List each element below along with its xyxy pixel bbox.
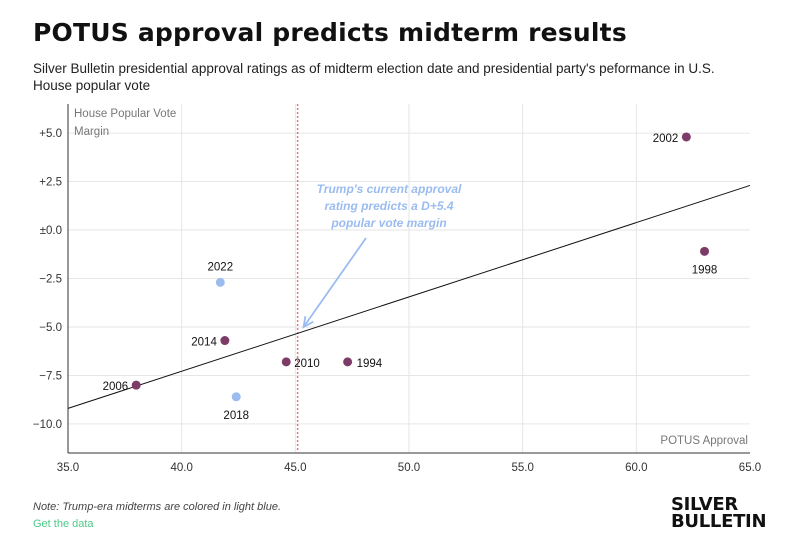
- data-point-2014: [220, 336, 230, 346]
- brand-line-2: BULLETIN: [671, 511, 767, 532]
- data-label-1994: 1994: [357, 358, 383, 370]
- brand-logo: SILVER BULLETIN: [671, 494, 767, 532]
- grid-layer: [68, 104, 750, 453]
- x-tick-label: 40.0: [170, 462, 192, 474]
- trend-line: [67, 184, 751, 409]
- y-tick-label: +2.5: [39, 177, 62, 189]
- y-tick-label: ±0.0: [40, 225, 62, 237]
- data-label-2010: 2010: [294, 358, 320, 370]
- y-tick-label: −7.5: [39, 370, 62, 382]
- data-point-2018: [231, 392, 241, 402]
- data-point-2006: [131, 380, 141, 390]
- y-axis-label-line1: House Popular Vote: [74, 108, 176, 120]
- x-tick-label: 45.0: [284, 462, 306, 474]
- labels-layer: 1994 1998 2002 2006 2010 2014 2018 2022 Trump's …: [103, 133, 718, 422]
- data-point-2002: [681, 132, 691, 142]
- data-label-2006: 2006: [103, 381, 129, 393]
- data-point-1994: [343, 357, 353, 367]
- data-label-2014: 2014: [191, 337, 217, 349]
- annotation-line-3: popular vote margin: [330, 216, 446, 230]
- x-tick-label: 35.0: [57, 462, 79, 474]
- chart-title: POTUS approval predicts midterm results: [33, 18, 627, 47]
- y-tick-label: −2.5: [39, 274, 62, 286]
- x-tick-label: 50.0: [398, 462, 420, 474]
- y-tick-label: +5.0: [39, 128, 62, 140]
- axis-layer: 35.0 40.0 45.0 50.0 55.0 60.0 65.0 +5.0 +2.5 ±0.0…: [33, 104, 761, 474]
- trend-layer: [67, 104, 751, 453]
- chart-subtitle: Silver Bulletin presidential approval ra…: [33, 61, 715, 93]
- annotation-line-1: Trump's current approval: [317, 182, 462, 196]
- y-axis-label-line2: Margin: [74, 126, 109, 138]
- data-label-2022: 2022: [208, 261, 234, 273]
- annotation-text: Trump's current approval rating predicts …: [317, 182, 462, 230]
- data-label-2002: 2002: [653, 133, 679, 145]
- y-tick-label: −5.0: [39, 322, 62, 334]
- y-tick-label: −10.0: [33, 419, 62, 431]
- data-label-2018: 2018: [223, 410, 249, 422]
- annotation-arrow: [302, 237, 367, 328]
- data-point-2022: [215, 277, 225, 287]
- annotation-line-2: rating predicts a D+5.4: [324, 199, 453, 213]
- annotation-arrowhead: [302, 316, 314, 329]
- y-axis-label: House Popular Vote Margin: [74, 108, 176, 138]
- brand-line-1: SILVER: [671, 494, 738, 515]
- get-data-link[interactable]: Get the data: [33, 518, 94, 530]
- data-point-2010: [281, 357, 291, 367]
- x-axis-label: POTUS Approval: [660, 435, 748, 447]
- data-point-1998: [700, 246, 710, 256]
- x-tick-label: 65.0: [739, 462, 761, 474]
- data-label-1998: 1998: [692, 264, 718, 276]
- points-layer: [131, 132, 710, 402]
- chart-note: Note: Trump-era midterms are colored in …: [33, 501, 282, 513]
- x-tick-label: 55.0: [511, 462, 533, 474]
- x-tick-label: 60.0: [625, 462, 647, 474]
